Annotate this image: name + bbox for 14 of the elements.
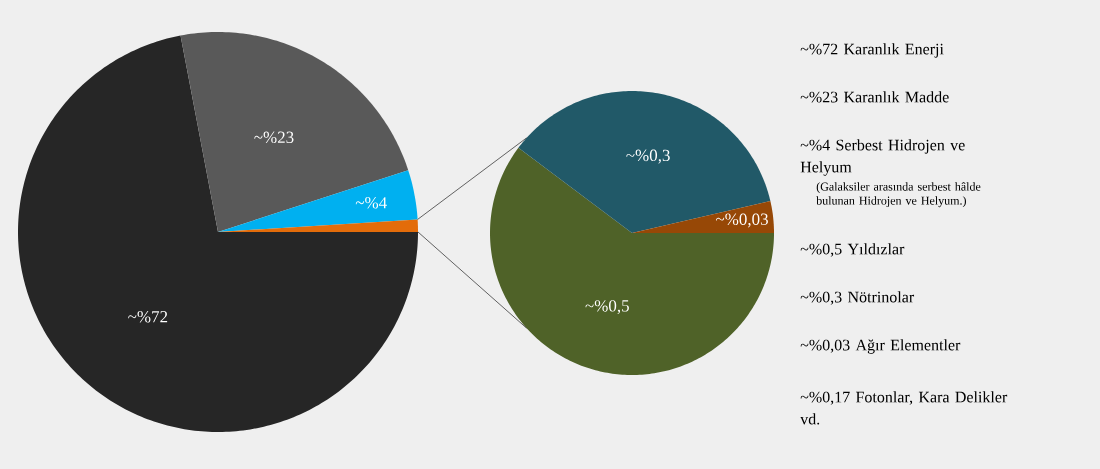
slice-label: ~%4 — [355, 197, 387, 209]
text: ~%72 Karanlık Enerji — [800, 43, 944, 58]
slice-label: ~%0,03 — [715, 213, 768, 228]
slice-label: ~%72 — [128, 310, 168, 323]
slice-label: ~%0,5 — [585, 300, 629, 315]
text: (Galaksiler arasında serbest hâlde bulunan Hidrojen ve Helyum.) — [816, 182, 981, 208]
slice-label: ~%0,3 — [626, 149, 670, 164]
slice-label: ~%23 — [254, 131, 294, 144]
text: ~%23 Karanlık Madde — [800, 91, 949, 103]
text: ~%4 Serbest Hidrojen ve Helyum — [800, 139, 965, 176]
text: ~%0,5 Yıldızlar — [800, 243, 905, 257]
text: ~%0,17 Fotonlar, Kara Delikler vd. — [800, 391, 1008, 425]
text: ~%0,03 Ağır Elementler — [800, 339, 961, 354]
text: ~%0,3 Nötrinolar — [800, 291, 915, 305]
